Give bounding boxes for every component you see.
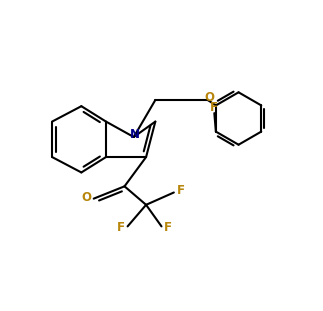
- Text: F: F: [177, 183, 185, 197]
- Text: N: N: [130, 128, 140, 141]
- Text: O: O: [81, 191, 91, 204]
- Text: O: O: [204, 91, 214, 104]
- Text: F: F: [164, 221, 172, 234]
- Text: F: F: [210, 101, 218, 114]
- Text: F: F: [117, 221, 125, 234]
